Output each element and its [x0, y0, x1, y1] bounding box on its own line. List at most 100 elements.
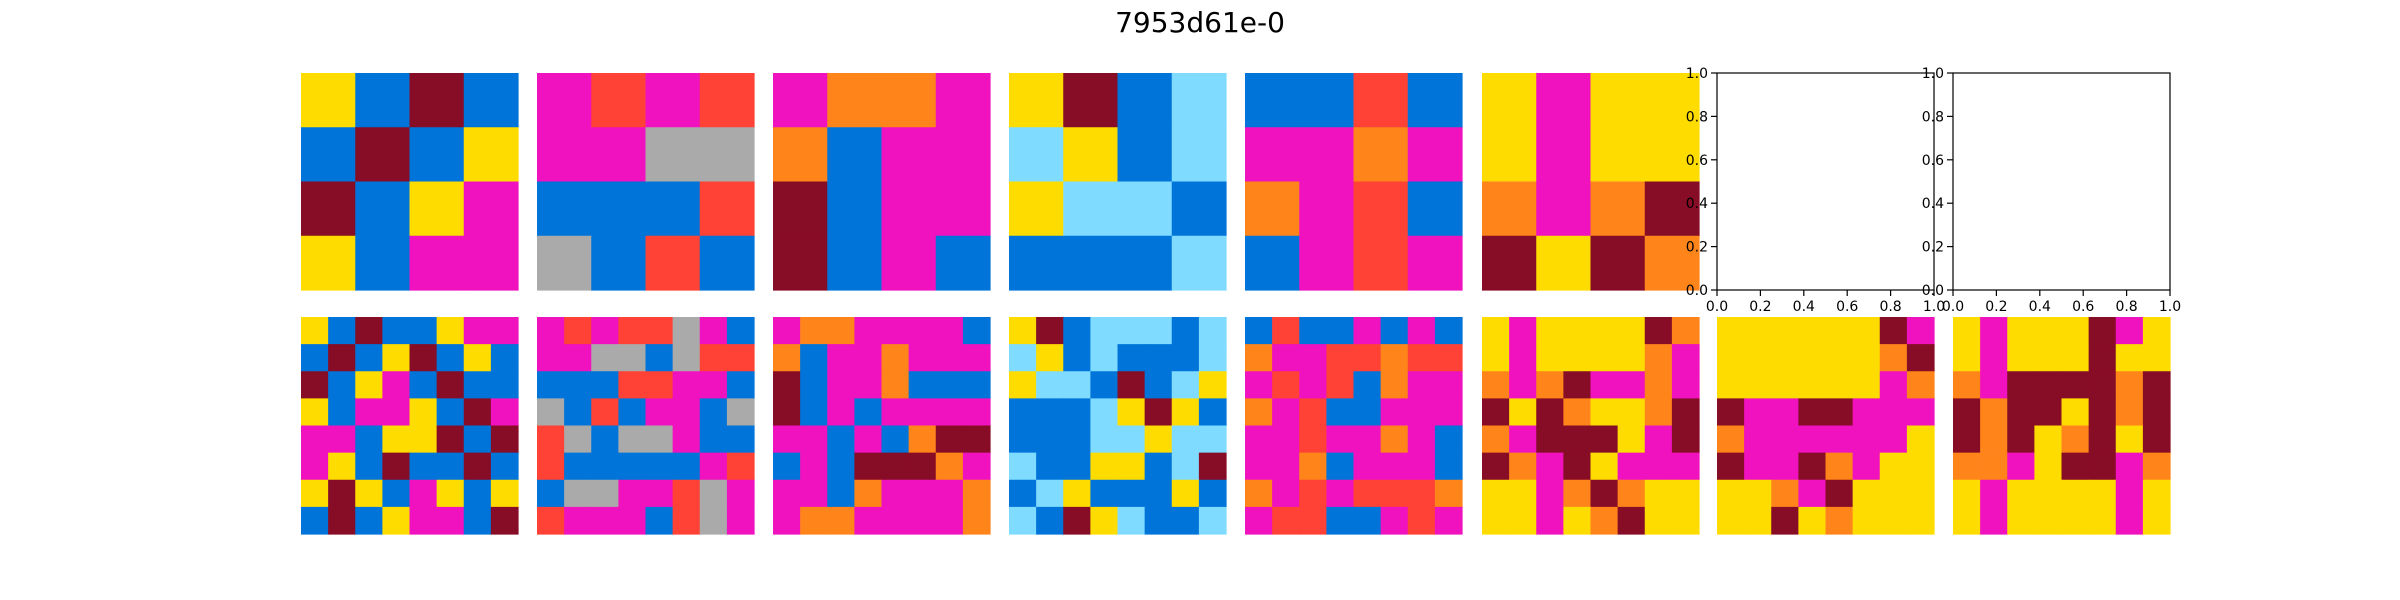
- grid-cell: [854, 425, 883, 454]
- grid-cell: [2061, 398, 2090, 427]
- grid-cell: [355, 371, 383, 399]
- grid-cell: [1509, 371, 1537, 399]
- grid-cell: [2115, 317, 2144, 345]
- grid-cell: [827, 452, 855, 481]
- grid-cell: [2115, 506, 2144, 535]
- grid-cell: [854, 371, 883, 399]
- grid-cell: [1245, 479, 1273, 508]
- grid-cell: [827, 344, 855, 372]
- grid-cell: [1671, 452, 1700, 481]
- grid-cell: [1879, 371, 1908, 399]
- grid-cell: [1198, 317, 1227, 345]
- grid-cell: [827, 398, 855, 427]
- grid-cell: [699, 425, 728, 454]
- grid-cell: [1509, 317, 1537, 345]
- grid-cell: [1117, 452, 1146, 481]
- grid-cell: [1144, 506, 1173, 535]
- grid-cell: [1953, 452, 1981, 481]
- grid-cell: [564, 317, 592, 345]
- grid-cell: [908, 317, 937, 345]
- grid-cell: [672, 425, 701, 454]
- grid-cell: [382, 344, 411, 372]
- grid-cell: [1353, 425, 1382, 454]
- grid-cell: [564, 371, 592, 399]
- grid-cell: [1744, 479, 1772, 508]
- grid-cell: [1063, 317, 1091, 345]
- grid-cell: [1771, 398, 1799, 427]
- grid-cell: [908, 479, 937, 508]
- grid-cell: [1299, 371, 1327, 399]
- grid-cell: [1717, 371, 1745, 399]
- grid-cell: [1482, 73, 1537, 128]
- grid-cell: [1063, 425, 1091, 454]
- grid-cell: [2088, 452, 2117, 481]
- grid-cell: [935, 73, 991, 128]
- grid-cell: [1353, 506, 1382, 535]
- grid-cell: [1980, 317, 2008, 345]
- grid-cell: [355, 479, 383, 508]
- grid-cell: [962, 344, 991, 372]
- grid-cell: [1953, 398, 1981, 427]
- grid-cell: [382, 452, 411, 481]
- grid-cell: [1144, 317, 1173, 345]
- grid-cell: [1407, 398, 1436, 427]
- grid-cell: [1590, 425, 1619, 454]
- grid-cell: [1063, 235, 1119, 291]
- grid-cell: [355, 317, 383, 345]
- grid-cell: [591, 506, 619, 535]
- grid-cell: [463, 371, 492, 399]
- grid-cell: [1590, 452, 1619, 481]
- grid-cell: [672, 344, 701, 372]
- grid-cell: [726, 506, 755, 535]
- grid-cell: [409, 398, 438, 427]
- grid-cell: [827, 73, 883, 128]
- grid-cell: [1879, 398, 1908, 427]
- grid-cell: [1407, 506, 1436, 535]
- grid-cell: [935, 398, 964, 427]
- grid-cell: [490, 371, 519, 399]
- grid-cell: [1144, 344, 1173, 372]
- grid-cell: [1353, 181, 1409, 237]
- grid-cell: [1852, 506, 1881, 535]
- grid-cell: [1953, 425, 1981, 454]
- grid-cell: [1245, 127, 1300, 183]
- grid-cell: [537, 73, 592, 128]
- grid-cell: [2142, 425, 2171, 454]
- grid-cell: [1434, 398, 1463, 427]
- grid-cell: [1482, 398, 1510, 427]
- grid-cell: [1090, 425, 1119, 454]
- grid-cell: [1671, 398, 1700, 427]
- grid-cell: [1036, 371, 1064, 399]
- grid-cell: [1272, 398, 1300, 427]
- grid-cell: [827, 479, 855, 508]
- grid-cell: [1245, 344, 1273, 372]
- grid-cell: [773, 371, 801, 399]
- grid-cell: [1380, 317, 1409, 345]
- grid-cell: [1852, 398, 1881, 427]
- grid-cell: [1009, 479, 1037, 508]
- grid-cell: [827, 181, 883, 237]
- grid-cell: [1171, 425, 1200, 454]
- grid-cell: [1036, 425, 1064, 454]
- grid-cell: [328, 398, 356, 427]
- grid-cell: [355, 73, 411, 128]
- grid-cell: [726, 398, 755, 427]
- grid-cell: [1744, 344, 1772, 372]
- y-tick-label: 0.2: [1922, 240, 1944, 256]
- grid-cell: [1036, 479, 1064, 508]
- grid-cell: [1590, 73, 1646, 128]
- grid-cell: [1717, 317, 1745, 345]
- grid-cell: [328, 479, 356, 508]
- grid-cell: [2088, 371, 2117, 399]
- grid-cell: [564, 506, 592, 535]
- grid-cell: [1144, 371, 1173, 399]
- grid-cell: [2142, 371, 2171, 399]
- grid-cell: [1717, 425, 1745, 454]
- grid-cell: [1434, 425, 1463, 454]
- grid-cell: [301, 235, 356, 291]
- grid-cell: [1090, 506, 1119, 535]
- grid-cell: [409, 73, 465, 128]
- grid-cell: [2115, 479, 2144, 508]
- panel-r1-c5: [1482, 317, 1700, 535]
- grid-cell: [2034, 479, 2063, 508]
